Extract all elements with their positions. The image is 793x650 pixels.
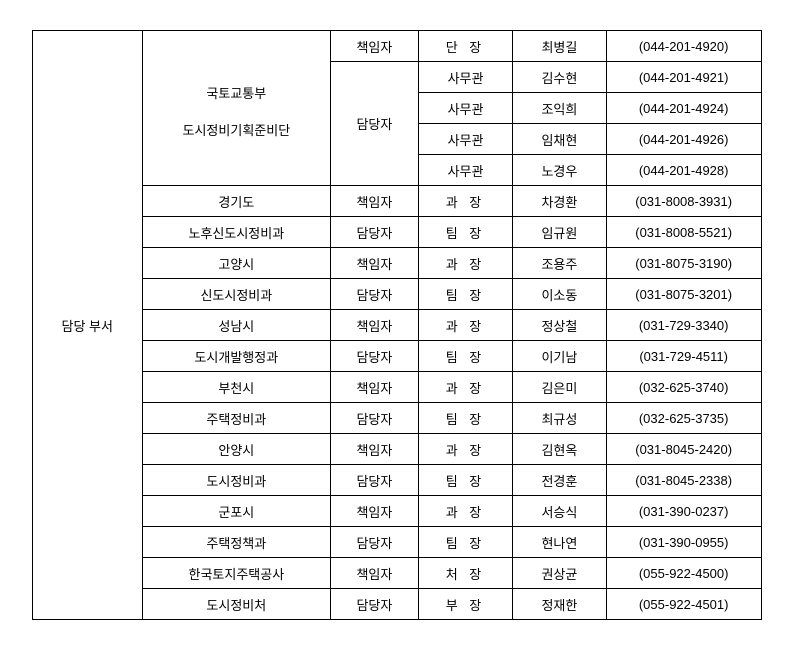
phone-cell: (031-729-4511)	[606, 341, 761, 372]
position-cell: 과 장	[419, 310, 513, 341]
name-cell: 서승식	[512, 496, 606, 527]
role-cell: 책임자	[330, 558, 418, 589]
position-cell: 과 장	[419, 248, 513, 279]
phone-cell: (044-201-4924)	[606, 93, 761, 124]
phone-cell: (031-8045-2338)	[606, 465, 761, 496]
name-cell: 조익희	[512, 93, 606, 124]
position-cell: 사무관	[419, 155, 513, 186]
position-cell: 처 장	[419, 558, 513, 589]
org-cell: 주택정책과	[142, 527, 330, 558]
position-cell: 팀 장	[419, 527, 513, 558]
name-cell: 김은미	[512, 372, 606, 403]
position-cell: 사무관	[419, 93, 513, 124]
phone-cell: (031-8075-3190)	[606, 248, 761, 279]
role-cell: 담당자	[330, 279, 418, 310]
phone-cell: (032-625-3735)	[606, 403, 761, 434]
role-cell: 책임자	[330, 496, 418, 527]
role-cell: 담당자	[330, 527, 418, 558]
org-cell: 도시개발행정과	[142, 341, 330, 372]
org-cell: 부천시	[142, 372, 330, 403]
name-cell: 최병길	[512, 31, 606, 62]
position-cell: 과 장	[419, 372, 513, 403]
table-row: 담당 부서 국토교통부 도시정비기획준비단 책임자 단 장 최병길 (044-2…	[32, 31, 761, 62]
org-cell: 고양시	[142, 248, 330, 279]
name-cell: 김현옥	[512, 434, 606, 465]
role-cell: 책임자	[330, 186, 418, 217]
name-cell: 임규원	[512, 217, 606, 248]
position-cell: 사무관	[419, 62, 513, 93]
position-cell: 팀 장	[419, 279, 513, 310]
org-cell: 경기도	[142, 186, 330, 217]
position-cell: 사무관	[419, 124, 513, 155]
phone-cell: (044-201-4928)	[606, 155, 761, 186]
role-cell: 책임자	[330, 310, 418, 341]
name-cell: 이소동	[512, 279, 606, 310]
name-cell: 정상철	[512, 310, 606, 341]
name-cell: 정재한	[512, 589, 606, 620]
org-cell: 신도시정비과	[142, 279, 330, 310]
name-cell: 이기남	[512, 341, 606, 372]
phone-cell: (055-922-4500)	[606, 558, 761, 589]
role-cell: 책임자	[330, 248, 418, 279]
org-cell: 군포시	[142, 496, 330, 527]
phone-cell: (055-922-4501)	[606, 589, 761, 620]
org-cell: 안양시	[142, 434, 330, 465]
org-cell: 도시정비처	[142, 589, 330, 620]
role-cell: 담당자	[330, 589, 418, 620]
name-cell: 노경우	[512, 155, 606, 186]
name-cell: 차경환	[512, 186, 606, 217]
name-cell: 임채현	[512, 124, 606, 155]
contact-table-wrap: 담당 부서 국토교통부 도시정비기획준비단 책임자 단 장 최병길 (044-2…	[32, 30, 762, 620]
header-label: 담당 부서	[62, 319, 113, 334]
position-cell: 단 장	[419, 31, 513, 62]
phone-cell: (031-390-0237)	[606, 496, 761, 527]
role-cell: 담당자	[330, 217, 418, 248]
phone-cell: (032-625-3740)	[606, 372, 761, 403]
role-cell: 담당자	[330, 403, 418, 434]
position-cell: 팀 장	[419, 403, 513, 434]
phone-cell: (044-201-4926)	[606, 124, 761, 155]
role-cell: 책임자	[330, 31, 418, 62]
phone-cell: (031-390-0955)	[606, 527, 761, 558]
position-cell: 과 장	[419, 186, 513, 217]
phone-cell: (044-201-4920)	[606, 31, 761, 62]
name-cell: 현나연	[512, 527, 606, 558]
role-cell: 책임자	[330, 434, 418, 465]
contact-table: 담당 부서 국토교통부 도시정비기획준비단 책임자 단 장 최병길 (044-2…	[32, 30, 762, 620]
position-cell: 부 장	[419, 589, 513, 620]
org-line2: 도시정비기획준비단	[147, 120, 326, 139]
position-cell: 팀 장	[419, 341, 513, 372]
org-cell: 성남시	[142, 310, 330, 341]
name-cell: 조용주	[512, 248, 606, 279]
org-cell: 주택정비과	[142, 403, 330, 434]
phone-cell: (031-8008-5521)	[606, 217, 761, 248]
role-cell: 책임자	[330, 372, 418, 403]
role-cell: 담당자	[330, 341, 418, 372]
phone-cell: (044-201-4921)	[606, 62, 761, 93]
phone-cell: (031-8045-2420)	[606, 434, 761, 465]
name-cell: 전경훈	[512, 465, 606, 496]
header-cell: 담당 부서	[32, 31, 142, 620]
org-line1: 국토교통부	[147, 77, 326, 120]
org-cell: 국토교통부 도시정비기획준비단	[142, 31, 330, 186]
org-cell: 도시정비과	[142, 465, 330, 496]
position-cell: 과 장	[419, 496, 513, 527]
org-cell: 한국토지주택공사	[142, 558, 330, 589]
role-cell: 담당자	[330, 465, 418, 496]
name-cell: 김수현	[512, 62, 606, 93]
role-cell: 담당자	[330, 62, 418, 186]
position-cell: 과 장	[419, 434, 513, 465]
name-cell: 권상균	[512, 558, 606, 589]
phone-cell: (031-729-3340)	[606, 310, 761, 341]
org-cell: 노후신도시정비과	[142, 217, 330, 248]
position-cell: 팀 장	[419, 465, 513, 496]
phone-cell: (031-8008-3931)	[606, 186, 761, 217]
name-cell: 최규성	[512, 403, 606, 434]
position-cell: 팀 장	[419, 217, 513, 248]
phone-cell: (031-8075-3201)	[606, 279, 761, 310]
